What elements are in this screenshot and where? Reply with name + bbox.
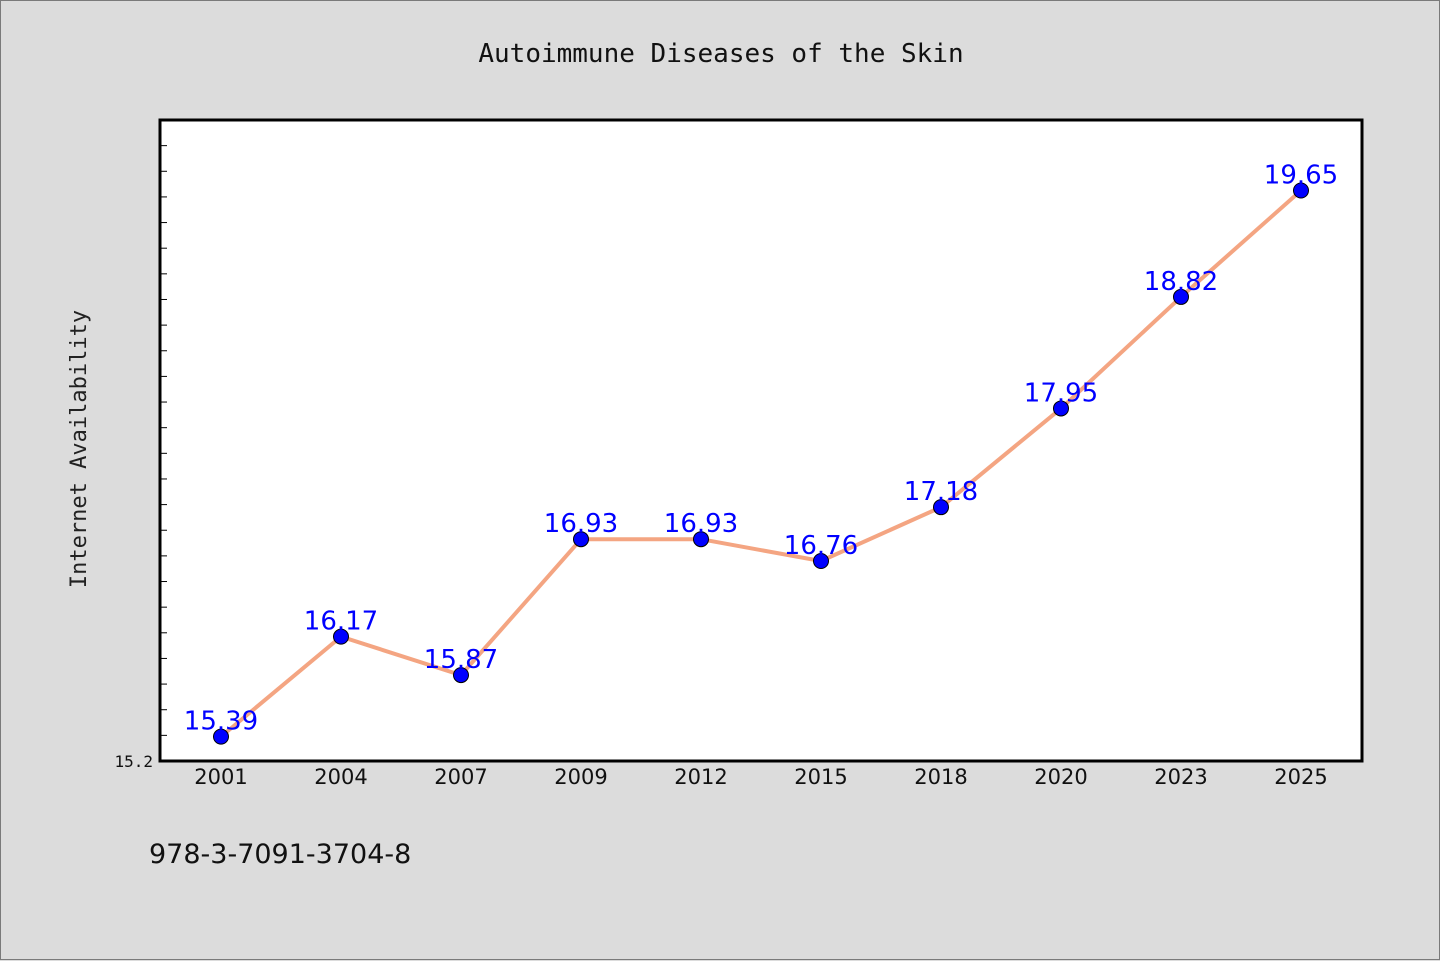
data-label: 19.65 <box>1264 161 1338 191</box>
data-label: 17.95 <box>1024 378 1098 408</box>
x-tick-label: 2025 <box>1274 765 1327 789</box>
series-line <box>219 188 1303 739</box>
data-label: 15.87 <box>424 645 498 675</box>
x-tick-label: 2009 <box>554 765 607 789</box>
x-tick-label: 2004 <box>314 765 367 789</box>
x-tick-label: 2015 <box>794 765 847 789</box>
data-point-marker <box>333 628 349 645</box>
x-tick-label: 2012 <box>674 765 727 789</box>
data-point-marker <box>693 531 709 548</box>
data-label: 16.93 <box>544 509 618 539</box>
data-point-marker <box>933 499 949 516</box>
data-label: 18.82 <box>1144 267 1218 297</box>
data-point-marker <box>573 531 589 548</box>
data-point-marker <box>213 728 229 745</box>
y-axis-label: Internet Availability <box>67 310 92 588</box>
x-axis-tick-labels: 2001 2004 2007 2009 2012 2015 2018 2020 2023 2025 <box>194 765 1327 789</box>
data-labels-group: 15.39 16.17 15.87 16.93 16.93 16.76 17.18 17.95… <box>184 161 1338 737</box>
x-tick-label: 2018 <box>914 765 967 789</box>
y-tick-label: 15.2 <box>114 752 153 771</box>
data-label: 16.17 <box>304 607 378 637</box>
x-tick-label: 2001 <box>194 765 247 789</box>
data-label: 16.93 <box>664 509 738 539</box>
x-tick-label: 2020 <box>1034 765 1087 789</box>
x-tick-label: 2007 <box>434 765 487 789</box>
x-tick-label: 2023 <box>1154 765 1207 789</box>
data-point-marker <box>453 667 469 684</box>
markers-group <box>213 182 1309 745</box>
series-line-group <box>219 188 1303 739</box>
data-label: 16.76 <box>784 531 858 561</box>
data-point-marker <box>1293 182 1309 199</box>
data-label: 17.18 <box>904 477 978 507</box>
chart-title: Autoimmune Diseases of the Skin <box>478 39 963 69</box>
data-point-marker <box>1173 288 1189 305</box>
data-label: 15.39 <box>184 707 258 737</box>
data-point-marker <box>1053 400 1069 417</box>
plot-border <box>158 118 1364 763</box>
data-point-marker <box>813 553 829 570</box>
isbn-text: 978-3-7091-3704-8 <box>149 839 411 870</box>
plot-area <box>160 120 1362 761</box>
